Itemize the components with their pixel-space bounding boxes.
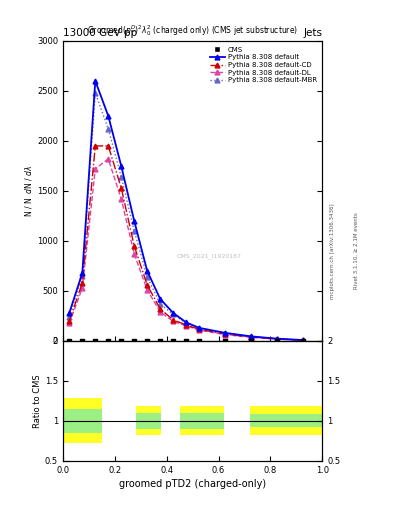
Point bbox=[92, 337, 99, 345]
Point bbox=[66, 337, 73, 345]
Bar bbox=[180, 407, 224, 435]
Text: Rivet 3.1.10, ≥ 2.1M events: Rivet 3.1.10, ≥ 2.1M events bbox=[354, 212, 359, 289]
Point bbox=[300, 337, 306, 345]
Point bbox=[183, 337, 189, 345]
Point bbox=[222, 337, 228, 345]
Bar bbox=[250, 414, 322, 427]
Legend: CMS, Pythia 8.308 default, Pythia 8.308 default-CD, Pythia 8.308 default-DL, Pyt: CMS, Pythia 8.308 default, Pythia 8.308 … bbox=[208, 45, 319, 86]
Text: CMS_2021_I1920187: CMS_2021_I1920187 bbox=[177, 253, 242, 259]
Y-axis label: $\mathrm{N}$ / $\mathrm{N}$  $d$$\mathrm{N}$ / $d$$\lambda$: $\mathrm{N}$ / $\mathrm{N}$ $d$$\mathrm{… bbox=[23, 165, 34, 217]
Text: 13000 GeV pp: 13000 GeV pp bbox=[63, 28, 137, 38]
Point bbox=[196, 337, 202, 345]
Bar bbox=[63, 409, 102, 433]
Point bbox=[131, 337, 138, 345]
Bar bbox=[136, 407, 162, 435]
Text: Jets: Jets bbox=[303, 28, 322, 38]
Point bbox=[170, 337, 176, 345]
Y-axis label: Ratio to CMS: Ratio to CMS bbox=[33, 374, 42, 428]
Text: mcplots.cern.ch [arXiv:1306.3436]: mcplots.cern.ch [arXiv:1306.3436] bbox=[330, 203, 335, 298]
Point bbox=[79, 337, 86, 345]
Point bbox=[144, 337, 151, 345]
Bar bbox=[180, 413, 224, 429]
Point bbox=[105, 337, 112, 345]
Bar bbox=[63, 398, 102, 443]
Bar bbox=[136, 413, 162, 429]
X-axis label: groomed pTD2 (charged-only): groomed pTD2 (charged-only) bbox=[119, 479, 266, 489]
Point bbox=[118, 337, 124, 345]
Text: Groomed$(p_T^D)^2\lambda_0^2$ (charged only) (CMS jet substructure): Groomed$(p_T^D)^2\lambda_0^2$ (charged o… bbox=[87, 23, 298, 38]
Point bbox=[157, 337, 163, 345]
Bar bbox=[250, 407, 322, 435]
Point bbox=[248, 337, 254, 345]
Point bbox=[274, 337, 280, 345]
